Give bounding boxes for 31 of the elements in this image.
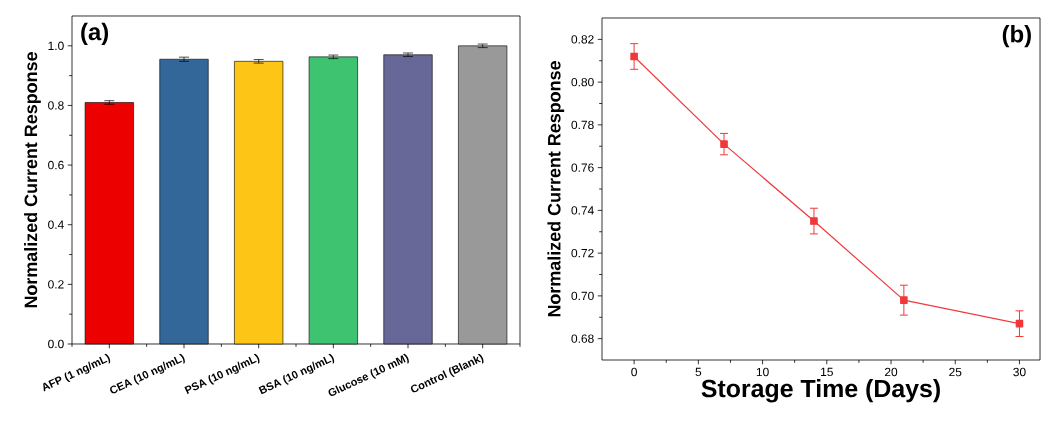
- x-tick-label: 20: [884, 367, 898, 377]
- y-tick-label: 0.0: [48, 339, 64, 349]
- x-tick-label: 30: [1013, 367, 1026, 377]
- point: [900, 296, 908, 304]
- y-tick-label: 0.76: [571, 163, 594, 172]
- annotation: (b): [1002, 24, 1031, 48]
- y-axis-title: Normalized Current Response: [24, 52, 41, 308]
- x-tick-label: 0: [631, 367, 637, 377]
- y-tick-label: 0.74: [571, 206, 594, 215]
- y-tick-label: 0.80: [571, 77, 594, 87]
- point: [1015, 319, 1024, 328]
- y-tick-label: 0.6: [48, 160, 64, 170]
- x-axis-title: Storage Time (Days): [701, 379, 940, 403]
- point: [720, 140, 728, 148]
- y-tick-label: 0.82: [571, 35, 594, 44]
- y-tick-label: 0.72: [571, 248, 594, 258]
- y-tick-label: 0.78: [571, 120, 594, 130]
- annotation: (a): [81, 22, 109, 46]
- y-axis-title: Normalized Current Response: [547, 61, 565, 317]
- y-tick-label: 0.4: [48, 220, 64, 229]
- x-tick-label: 10: [756, 367, 769, 377]
- point: [630, 52, 638, 61]
- point: [810, 217, 818, 225]
- y-tick-label: 0.2: [48, 280, 64, 289]
- y-tick-label: 0.8: [48, 101, 64, 110]
- y-tick-label: 1.0: [48, 41, 64, 51]
- x-tick-label: 25: [949, 367, 962, 377]
- y-tick-label: 0.68: [571, 334, 594, 343]
- x-tick-label: 5: [695, 367, 702, 377]
- x-tick-label: 15: [821, 367, 833, 377]
- y-tick-label: 0.70: [571, 291, 594, 301]
